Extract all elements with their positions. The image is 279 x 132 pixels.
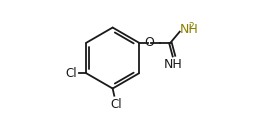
Text: NH: NH (164, 58, 183, 71)
Text: Cl: Cl (66, 67, 77, 80)
Text: Cl: Cl (110, 98, 122, 111)
Text: O: O (145, 36, 155, 49)
Text: 2: 2 (188, 22, 194, 31)
Text: NH: NH (180, 23, 199, 36)
